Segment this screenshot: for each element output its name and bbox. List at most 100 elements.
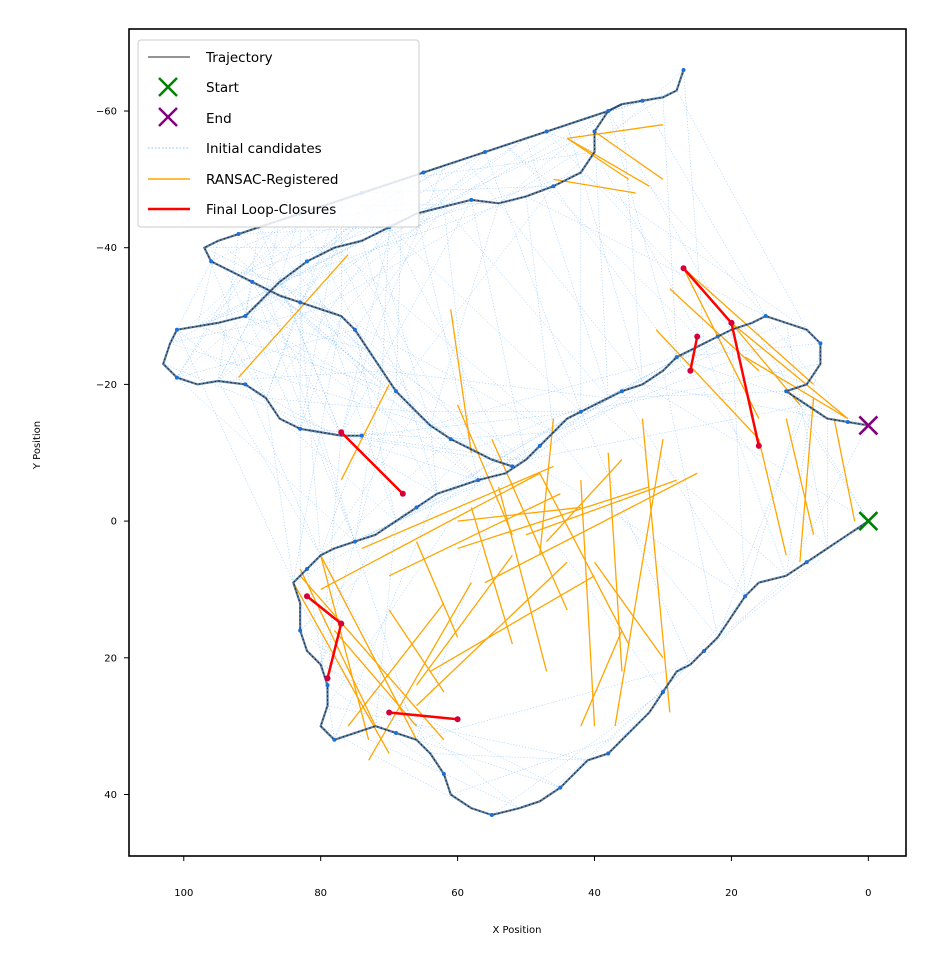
initial-candidate-line <box>566 124 643 385</box>
initial-candidate-line <box>327 705 588 761</box>
initial-candidate-line <box>169 206 321 344</box>
ransac-registered-line <box>683 267 815 385</box>
initial-candidate-line <box>341 151 486 317</box>
loop-closure-endpoint <box>728 319 735 326</box>
trajectory-pose <box>352 539 357 544</box>
initial-candidate-line <box>217 206 445 382</box>
initial-candidate-line <box>491 691 664 816</box>
ransac-registered-line <box>238 254 349 379</box>
initial-candidate-line <box>751 322 869 522</box>
initial-candidate-line <box>553 69 684 187</box>
trajectory-pose <box>298 628 303 633</box>
initial-candidate-line <box>217 322 267 399</box>
trajectory-segment-poses <box>203 103 623 467</box>
ransac-registered-line <box>299 568 377 727</box>
initial-candidate-line <box>731 329 746 597</box>
ransac-registered-line <box>470 507 513 645</box>
initial-candidate-line <box>464 158 499 204</box>
ransac-registered-line <box>641 418 671 713</box>
ransac-registered-line <box>457 486 650 550</box>
y-tick-label: −40 <box>96 243 117 254</box>
loop-closure-endpoint <box>694 333 701 340</box>
initial-candidate-line <box>197 192 362 327</box>
legend-label-ransac: RANSAC-Registered <box>206 172 338 188</box>
initial-candidate-line <box>354 206 445 330</box>
trajectory-pose <box>325 683 330 688</box>
initial-candidate-line <box>683 69 705 344</box>
initial-candidate-line <box>334 247 554 433</box>
final-loop-closure-line <box>730 322 761 447</box>
initial-candidate-line <box>217 380 321 556</box>
legend-label-candidates: Initial candidates <box>206 141 322 157</box>
final-loop-closure-line <box>306 595 343 625</box>
initial-candidate-line <box>327 548 335 706</box>
initial-candidate-line <box>744 384 807 597</box>
initial-candidate-line <box>252 281 397 392</box>
initial-candidate-line <box>429 203 499 426</box>
initial-candidate-line <box>607 110 732 330</box>
loop-closure-endpoint <box>454 716 461 723</box>
initial-candidate-line <box>505 145 554 187</box>
ransac-registered-line <box>429 575 595 673</box>
initial-candidate-line <box>327 684 445 775</box>
initial-candidate-line <box>484 151 582 412</box>
initial-candidate-line <box>594 131 609 399</box>
initial-candidate-line <box>176 261 308 378</box>
initial-candidate-line <box>354 466 513 542</box>
final-loop-closure-line <box>389 711 458 721</box>
initial-candidate-line <box>395 391 479 481</box>
ransac-registered-line <box>416 554 513 686</box>
initial-candidate-line <box>176 377 356 542</box>
ransac-registered-line <box>614 438 664 727</box>
initial-candidate-line <box>354 329 513 467</box>
x-tick-label: 20 <box>725 888 738 899</box>
ransac-registered-line <box>580 630 623 727</box>
initial-candidate-line <box>443 206 472 450</box>
ransac-registered-line <box>799 398 815 563</box>
ransac-registered-line <box>655 329 760 440</box>
initial-candidate-line <box>594 151 705 344</box>
initial-candidate-line <box>204 247 342 317</box>
initial-candidate-line <box>320 309 472 450</box>
initial-candidate-line <box>676 343 821 358</box>
trajectory-pose <box>332 737 337 742</box>
ransac-registered-line <box>594 130 664 180</box>
trajectory-pose <box>441 771 446 776</box>
initial-candidate-line <box>176 329 294 583</box>
ransac-registered-line <box>785 418 815 535</box>
initial-candidate-line <box>354 445 540 542</box>
initial-candidate-line <box>621 104 643 385</box>
initial-candidate-line <box>320 432 356 542</box>
initial-candidate-line <box>320 309 438 494</box>
ransac-registered-line <box>340 384 390 481</box>
initial-candidate-line <box>258 227 397 392</box>
loop-closure-endpoint <box>338 429 345 436</box>
initial-candidate-line <box>224 268 301 429</box>
final-loop-closure-line <box>689 336 699 371</box>
initial-candidate-line <box>197 326 397 392</box>
initial-candidate-line <box>642 100 766 317</box>
initial-candidate-line <box>293 316 342 583</box>
initial-candidate-line <box>471 199 527 460</box>
initial-candidate-line <box>525 196 554 433</box>
trajectory-pose <box>489 812 494 817</box>
initial-candidate-line <box>430 356 677 426</box>
initial-candidate-line <box>416 213 479 481</box>
trajectory-pose <box>510 464 515 469</box>
trajectory-main <box>292 314 869 817</box>
initial-candidate-line <box>217 288 267 382</box>
initial-candidate-line <box>416 664 691 741</box>
loop-closure-endpoint <box>386 709 393 716</box>
initial-candidate-line <box>553 329 807 433</box>
trajectory-pose <box>352 327 357 332</box>
trajectory-pose <box>592 129 597 134</box>
initial-candidate-line <box>395 186 554 392</box>
loop-closure-endpoint <box>680 265 687 272</box>
initial-candidate-line <box>265 288 356 542</box>
trajectory-pose <box>393 389 398 394</box>
trajectory-pose <box>640 98 645 103</box>
initial-candidate-line <box>388 227 581 412</box>
initial-candidate-line <box>163 363 342 436</box>
ransac-registered-line <box>669 288 760 372</box>
initial-candidate-line <box>594 404 787 576</box>
